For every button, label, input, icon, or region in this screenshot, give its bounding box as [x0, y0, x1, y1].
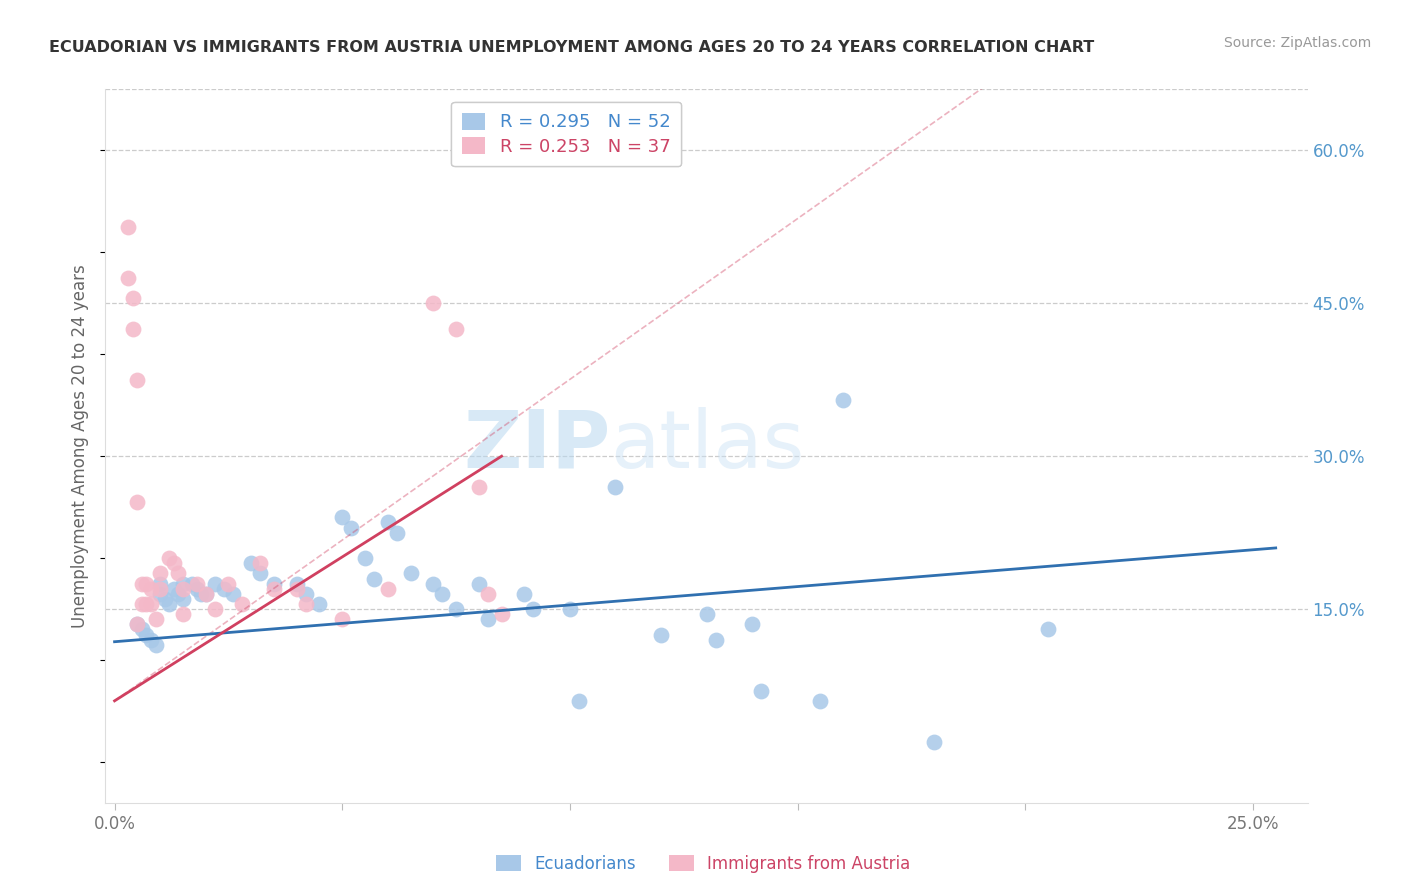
Point — [145, 612, 167, 626]
Point — [172, 576, 194, 591]
Point — [194, 587, 217, 601]
Point — [135, 597, 157, 611]
Point — [121, 291, 143, 305]
Point — [149, 582, 172, 596]
Point — [330, 612, 353, 626]
Point — [263, 582, 285, 596]
Point — [249, 566, 271, 581]
Point — [222, 587, 245, 601]
Point — [186, 576, 208, 591]
Point — [477, 612, 499, 626]
Point — [444, 322, 467, 336]
Point — [522, 602, 544, 616]
Point — [249, 556, 271, 570]
Point — [204, 576, 226, 591]
Point — [131, 623, 153, 637]
Point — [468, 480, 491, 494]
Point — [295, 587, 318, 601]
Point — [139, 597, 162, 611]
Point — [217, 576, 239, 591]
Point — [153, 591, 176, 606]
Point — [190, 587, 212, 601]
Point — [127, 373, 149, 387]
Point — [922, 734, 945, 748]
Point — [285, 576, 308, 591]
Point — [513, 587, 536, 601]
Point — [139, 582, 162, 596]
Point — [650, 627, 672, 641]
Point — [145, 638, 167, 652]
Point — [127, 495, 149, 509]
Point — [117, 219, 139, 234]
Point — [340, 520, 363, 534]
Point — [149, 576, 172, 591]
Point — [808, 694, 831, 708]
Point — [263, 576, 285, 591]
Point — [231, 597, 253, 611]
Point — [491, 607, 513, 622]
Legend: R = 0.295   N = 52, R = 0.253   N = 37: R = 0.295 N = 52, R = 0.253 N = 37 — [451, 102, 682, 167]
Point — [695, 607, 717, 622]
Point — [558, 602, 581, 616]
Point — [330, 510, 353, 524]
Point — [149, 566, 172, 581]
Point — [240, 556, 263, 570]
Point — [204, 602, 226, 616]
Point — [399, 566, 422, 581]
Point — [385, 525, 408, 540]
Point — [172, 591, 194, 606]
Point — [117, 270, 139, 285]
Point — [832, 393, 855, 408]
Point — [354, 551, 377, 566]
Point — [212, 582, 235, 596]
Point — [295, 597, 318, 611]
Point — [432, 587, 454, 601]
Point — [749, 683, 772, 698]
Text: atlas: atlas — [610, 407, 804, 485]
Point — [131, 597, 153, 611]
Point — [568, 694, 591, 708]
Point — [468, 576, 491, 591]
Point — [139, 632, 162, 647]
Point — [121, 322, 143, 336]
Point — [422, 576, 444, 591]
Point — [149, 587, 172, 601]
Legend: Ecuadorians, Immigrants from Austria: Ecuadorians, Immigrants from Austria — [489, 848, 917, 880]
Point — [127, 617, 149, 632]
Text: Source: ZipAtlas.com: Source: ZipAtlas.com — [1223, 36, 1371, 50]
Point — [422, 296, 444, 310]
Point — [157, 551, 180, 566]
Point — [377, 582, 399, 596]
Point — [444, 602, 467, 616]
Point — [163, 556, 186, 570]
Point — [377, 516, 399, 530]
Point — [127, 617, 149, 632]
Point — [135, 627, 157, 641]
Point — [172, 582, 194, 596]
Point — [741, 617, 763, 632]
Point — [163, 582, 186, 596]
Point — [363, 572, 385, 586]
Point — [704, 632, 727, 647]
Point — [194, 587, 217, 601]
Point — [308, 597, 330, 611]
Point — [285, 582, 308, 596]
Point — [605, 480, 627, 494]
Point — [181, 576, 204, 591]
Point — [1036, 623, 1059, 637]
Point — [172, 607, 194, 622]
Y-axis label: Unemployment Among Ages 20 to 24 years: Unemployment Among Ages 20 to 24 years — [72, 264, 90, 628]
Text: ECUADORIAN VS IMMIGRANTS FROM AUSTRIA UNEMPLOYMENT AMONG AGES 20 TO 24 YEARS COR: ECUADORIAN VS IMMIGRANTS FROM AUSTRIA UN… — [49, 40, 1094, 55]
Point — [157, 597, 180, 611]
Point — [131, 576, 153, 591]
Point — [167, 587, 190, 601]
Point — [477, 587, 499, 601]
Point — [167, 566, 190, 581]
Point — [186, 582, 208, 596]
Text: ZIP: ZIP — [463, 407, 610, 485]
Point — [135, 576, 157, 591]
